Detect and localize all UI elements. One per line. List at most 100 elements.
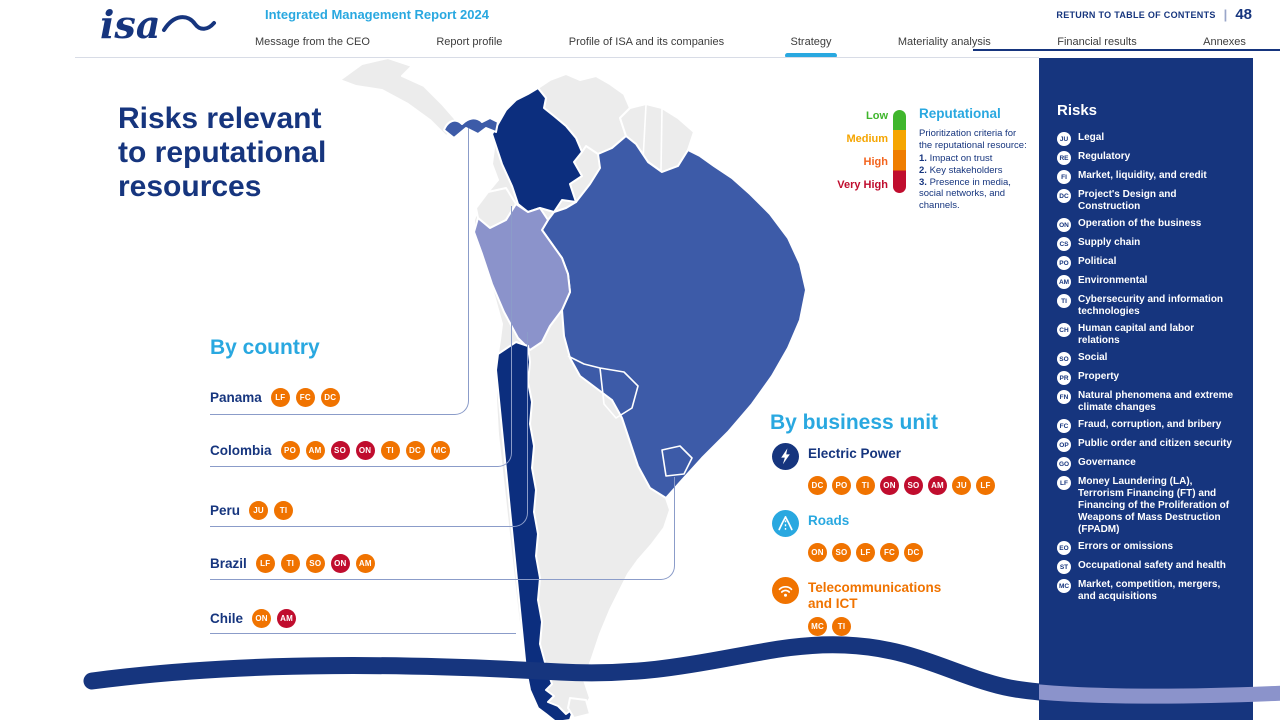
nav-tab-financial-results[interactable]: Financial results	[1057, 36, 1137, 48]
business-unit-badges: DC PO TI ON SO AM JU LF	[808, 476, 1002, 495]
business-unit-electric-power: Electric Power DC PO TI ON SO AM JU LF	[772, 443, 1002, 495]
by-business-unit-heading: By business unit	[770, 411, 939, 434]
business-unit-label: Telecommunications and ICT	[808, 580, 942, 611]
risk-badge-mc: MC	[1057, 579, 1071, 593]
legend-criterion-number: 3.	[919, 176, 927, 188]
risk-legend-item-dc: DC Project's Design and Construction	[1057, 189, 1237, 213]
risk-badge-so: SO	[330, 441, 350, 460]
risk-legend-list: JU Legal RE Regulatory FI Market, liquidity, …	[1057, 132, 1237, 603]
risk-badge-ti: TI	[832, 617, 851, 637]
report-title: Integrated Management Report 2024	[265, 7, 489, 22]
risk-legend-label: Social	[1078, 352, 1108, 363]
nav-tab-annexes[interactable]: Annexes	[1203, 36, 1246, 48]
risk-legend-label: Money Laundering (LA), Terrorism Financi…	[1078, 476, 1230, 535]
legend-level-low: Low	[866, 110, 888, 122]
risk-badge-fn: FN	[1057, 390, 1071, 404]
risk-badge-am: AM	[1057, 275, 1071, 289]
risk-badge-st: ST	[1057, 560, 1071, 574]
risk-legend-item-mc: MC Market, competition, mergers, and acqu…	[1057, 579, 1237, 603]
risk-legend-item-ti: TI Cybersecurity and information technolo…	[1057, 294, 1237, 318]
nav-divider-right	[973, 49, 1280, 51]
business-unit-list: Electric Power DC PO TI ON SO AM JU LF Roads ON SO L…	[772, 443, 1002, 637]
page-number: 48	[1235, 6, 1252, 23]
business-unit-telecommunications-and-ict: Telecommunications and ICT MC TI	[772, 577, 1002, 637]
risk-legend-label: Environmental	[1078, 275, 1148, 286]
risk-legend-label: Natural phenomena and extreme climate ch…	[1078, 390, 1234, 413]
legend-criterion: 2. Key stakeholders	[919, 164, 1003, 176]
risk-badge-ju: JU	[249, 501, 269, 520]
risk-badge-cs: CS	[1057, 237, 1071, 251]
risk-legend-label: Supply chain	[1078, 237, 1141, 248]
risk-legend-item-fi: FI Market, liquidity, and credit	[1057, 170, 1237, 184]
nav-tab-materiality-analysis[interactable]: Materiality analysis	[897, 36, 991, 48]
risk-badge-ti: TI	[380, 441, 400, 460]
risk-legend-label: Market, competition, mergers, and acquis…	[1078, 579, 1221, 602]
business-unit-label: Electric Power	[808, 446, 902, 461]
return-to-contents-row: RETURN TO TABLE OF CONTENTS | 48	[1056, 6, 1252, 23]
page-number-separator: |	[1223, 7, 1228, 22]
legend-criteria: 1. Impact on trust 2. Key stakeholders 3. …	[919, 153, 1031, 212]
legend-text-block: Reputational Prioritization criteria for…	[919, 106, 1031, 212]
risk-legend-label: Political	[1078, 256, 1117, 267]
nav-tab-profile-of-isa-and-its-companies[interactable]: Profile of ISA and its companies	[568, 36, 725, 48]
legend-criterion-number: 2.	[919, 164, 927, 176]
legend-level-high: High	[863, 156, 888, 168]
risk-badge-eo: EO	[1057, 541, 1071, 555]
country-row-panama: Panama LF FC DC	[210, 388, 340, 407]
risk-legend-item-fn: FN Natural phenomena and extreme climate …	[1057, 390, 1237, 414]
business-unit-roads: Roads ON SO LF FC DC	[772, 510, 1002, 562]
risk-badge-am: AM	[928, 476, 947, 495]
return-to-contents-link[interactable]: RETURN TO TABLE OF CONTENTS	[1056, 9, 1216, 20]
page-title-line: resources	[118, 170, 262, 203]
risk-badge-on: ON	[880, 476, 899, 495]
country-label: Peru	[210, 503, 241, 518]
risk-legend-label: Governance	[1078, 457, 1136, 468]
risk-badge-po: PO	[1057, 256, 1071, 270]
risk-badge-ju: JU	[952, 476, 971, 495]
lightning-icon	[772, 443, 799, 470]
country-label: Brazil	[210, 556, 247, 571]
risk-legend-label: Regulatory	[1078, 151, 1131, 162]
risk-legend-item-am: AM Environmental	[1057, 275, 1237, 289]
risk-badge-lf: LF	[255, 554, 275, 573]
risk-badge-ch: CH	[1057, 323, 1071, 337]
page-title: Risks relevant to reputational resources	[118, 102, 448, 204]
nav-tab-report-profile[interactable]: Report profile	[436, 36, 503, 48]
risk-badge-po: PO	[280, 441, 300, 460]
map-panama	[443, 117, 499, 139]
risk-badge-on: ON	[330, 554, 350, 573]
risk-legend-item-on: ON Operation of the business	[1057, 218, 1237, 232]
risk-badge-lf: LF	[976, 476, 995, 495]
country-row-chile: Chile ON AM	[210, 609, 297, 628]
risk-badge-ti: TI	[280, 554, 300, 573]
risk-legend-label: Cybersecurity and information technologi…	[1078, 294, 1224, 317]
nav-tab-message-from-the-ceo[interactable]: Message from the CEO	[255, 36, 370, 48]
nav-tabs: Message from the CEO Report profile Profil…	[255, 36, 1246, 56]
legend-labels: Low Medium High Very High	[812, 111, 888, 191]
risk-legend-label: Human capital and labor relations	[1078, 323, 1195, 346]
road-icon	[772, 510, 799, 537]
country-row-colombia: Colombia PO AM SO ON TI DC MC	[210, 441, 450, 460]
business-unit-header: Telecommunications and ICT	[772, 577, 1002, 611]
business-unit-badges: MC TI	[808, 617, 1002, 637]
risk-badge-fc: FC	[1057, 419, 1071, 433]
risk-badge-am: AM	[305, 441, 325, 460]
risk-legend-item-go: GO Governance	[1057, 457, 1237, 471]
risk-legend-item-op: OP Public order and citizen security	[1057, 438, 1237, 452]
legend-level-very-high: Very High	[837, 179, 888, 191]
risk-badge-ju: JU	[1057, 132, 1071, 146]
risk-legend-item-lf: LF Money Laundering (LA), Terrorism Finan…	[1057, 476, 1237, 536]
risk-legend-item-ch: CH Human capital and labor relations	[1057, 323, 1237, 347]
by-country-heading: By country	[210, 336, 320, 359]
sidebar-heading: Risks	[1057, 102, 1098, 119]
risk-badge-re: RE	[1057, 151, 1071, 165]
risk-legend-item-fc: FC Fraud, corruption, and bribery	[1057, 419, 1237, 433]
risk-badge-lf: LF	[856, 543, 875, 562]
risk-badge-fc: FC	[295, 388, 315, 407]
legend-level-medium: Medium	[846, 133, 888, 145]
nav-tab-strategy[interactable]: Strategy	[791, 36, 832, 56]
risk-legend-item-po: PO Political	[1057, 256, 1237, 270]
risk-badge-on: ON	[1057, 218, 1071, 232]
risk-badge-op: OP	[1057, 438, 1071, 452]
risk-badge-po: PO	[832, 476, 851, 495]
